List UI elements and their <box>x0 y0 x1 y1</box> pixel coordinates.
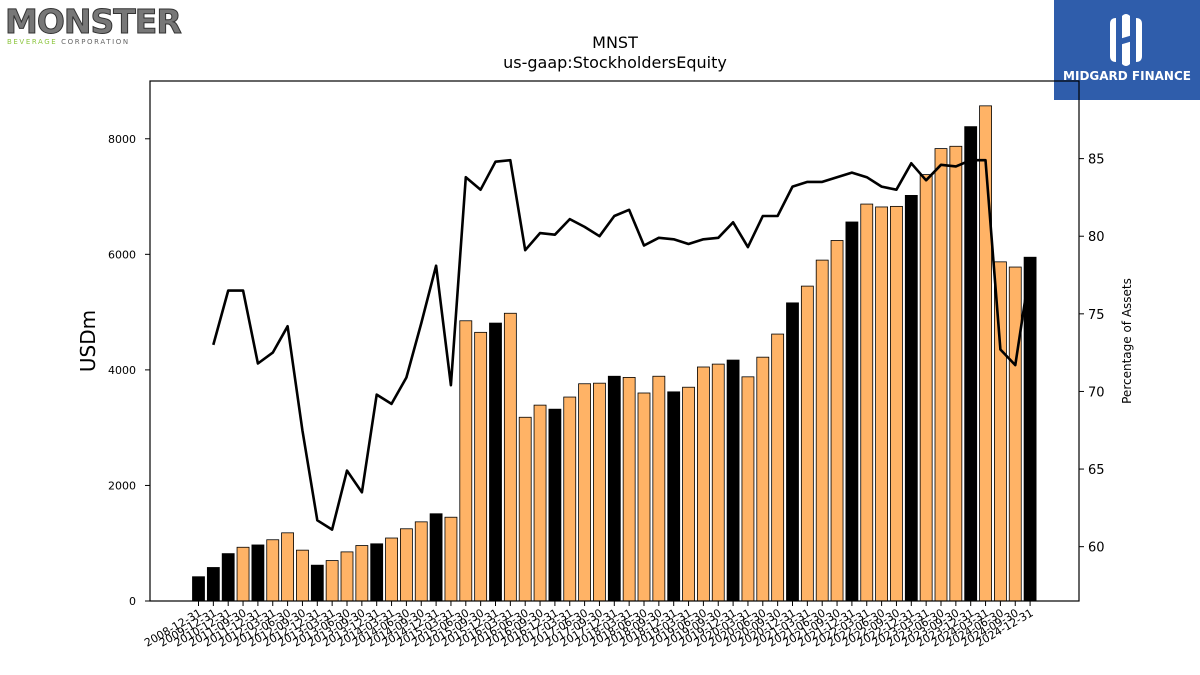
bar-2017-03-31 <box>563 396 577 602</box>
bar-2020-03-31 <box>741 376 755 602</box>
company-logo-tagline: BEVERAGE CORPORATION <box>7 38 130 46</box>
y-tick-label: 8000 <box>108 133 136 146</box>
bar-2024-09-30 <box>1008 266 1022 602</box>
bar-2020-06-30 <box>756 356 770 602</box>
line-group <box>212 158 1032 531</box>
y2-tick-label: 70 <box>1088 385 1105 400</box>
y-tick-label: 0 <box>129 595 136 608</box>
bar-2015-09-30 <box>474 331 488 602</box>
bar-2011-09-30 <box>236 546 250 602</box>
bar-2022-06-30 <box>875 206 888 602</box>
bar-2015-03-31 <box>444 516 458 602</box>
y2-tick-label: 80 <box>1088 230 1105 245</box>
bar-2018-09-30 <box>652 375 666 602</box>
bar-2014-06-30 <box>399 528 413 602</box>
bar-2019-03-31 <box>682 386 695 602</box>
bar-2024-06-30 <box>994 261 1007 602</box>
bar-2014-09-30 <box>414 521 428 602</box>
bar-2023-03-31 <box>919 174 933 602</box>
y2-tick-label: 85 <box>1088 153 1105 168</box>
bar-2015-12-31 <box>489 322 502 602</box>
bar-2016-12-31 <box>548 408 562 602</box>
bar-2008-12-31 <box>192 576 205 602</box>
bar-2014-03-31 <box>385 537 398 602</box>
bar-2012-12-31 <box>310 564 324 602</box>
bar-2023-12-31 <box>964 126 978 602</box>
bar-2012-06-30 <box>281 532 295 602</box>
bar-2019-06-30 <box>697 366 710 602</box>
y-axis-label: USDm <box>76 310 100 372</box>
bar-2013-12-31 <box>370 543 384 602</box>
axes-group: 020004000600080006065707580852008-12-312… <box>108 80 1105 650</box>
bar-2014-12-31 <box>429 513 443 602</box>
y-tick-label: 2000 <box>108 479 136 492</box>
bar-2022-09-30 <box>890 205 903 602</box>
bar-2019-09-30 <box>711 363 725 602</box>
bar-2018-12-31 <box>667 391 681 602</box>
y-tick-label: 4000 <box>108 364 136 377</box>
bar-2011-12-31 <box>251 544 265 602</box>
bar-2022-03-31 <box>860 203 874 602</box>
bar-2021-09-30 <box>830 240 844 602</box>
chart-title: MNST <box>592 33 638 52</box>
bar-2015-06-30 <box>459 320 473 602</box>
bar-2017-06-30 <box>578 383 591 602</box>
bar-2017-09-30 <box>593 382 606 602</box>
bar-2020-09-30 <box>771 333 785 602</box>
bar-2023-09-30 <box>949 145 963 602</box>
publisher-mark-icon <box>1110 14 1142 66</box>
bar-2009-12-31 <box>206 567 220 602</box>
bar-2021-12-31 <box>845 221 859 602</box>
bar-2013-09-30 <box>355 545 369 602</box>
bar-2020-12-31 <box>786 302 799 602</box>
company-logo-word: MONSTER <box>5 2 183 41</box>
y2-tick-label: 65 <box>1088 463 1105 478</box>
bar-2017-12-31 <box>607 375 621 602</box>
bar-2012-03-31 <box>266 539 280 602</box>
y2-axis-label: Percentage of Assets <box>1120 278 1134 404</box>
bar-2013-03-31 <box>325 560 339 602</box>
bar-2024-03-31 <box>979 105 992 602</box>
percentage-of-assets-line <box>212 158 1032 531</box>
bar-2024-12-31 <box>1023 256 1037 602</box>
bars-group <box>192 105 1037 602</box>
bar-2010-12-31 <box>221 553 235 602</box>
publisher-logo: MIDGARD FINANCE <box>1054 0 1200 100</box>
bar-2016-06-30 <box>518 416 532 602</box>
publisher-name: MIDGARD FINANCE <box>1063 69 1191 83</box>
y-tick-label: 6000 <box>108 248 136 261</box>
y2-tick-label: 75 <box>1088 308 1105 323</box>
chart-subtitle: us-gaap:StockholdersEquity <box>503 53 727 72</box>
bar-2022-12-31 <box>904 194 918 602</box>
bar-2016-09-30 <box>533 404 547 602</box>
company-logo: MONSTER BEVERAGE CORPORATION <box>5 4 183 47</box>
bar-2023-06-30 <box>934 148 948 602</box>
bar-2018-06-30 <box>637 392 651 602</box>
bar-2012-09-30 <box>296 549 309 602</box>
bar-2018-03-31 <box>622 376 636 602</box>
bar-2013-06-30 <box>340 551 354 602</box>
bar-2021-06-30 <box>815 259 829 602</box>
y2-tick-label: 60 <box>1088 541 1105 556</box>
bar-2019-12-31 <box>726 359 740 602</box>
bar-2016-03-31 <box>503 312 517 602</box>
bar-2021-03-31 <box>800 285 814 602</box>
